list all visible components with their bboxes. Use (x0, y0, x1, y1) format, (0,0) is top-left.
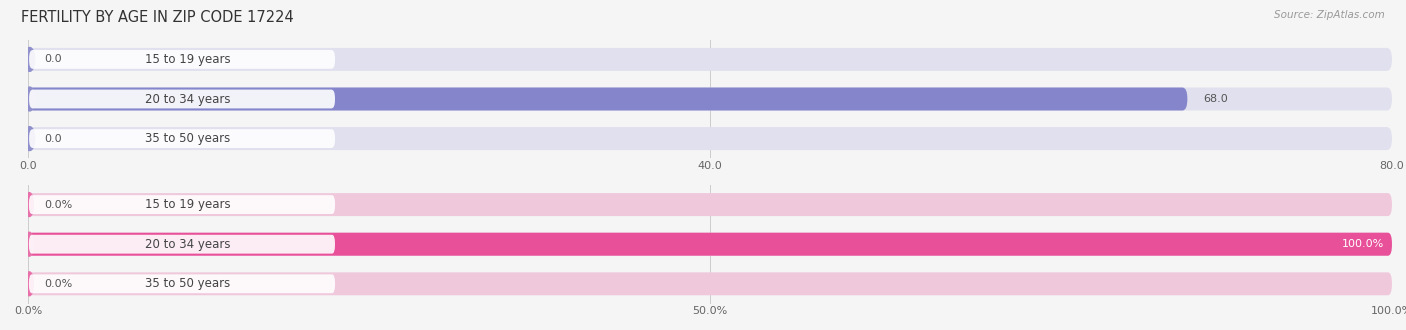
FancyBboxPatch shape (28, 127, 1392, 150)
Text: 68.0: 68.0 (1204, 94, 1229, 104)
FancyBboxPatch shape (28, 87, 1392, 111)
FancyBboxPatch shape (30, 195, 335, 214)
Circle shape (24, 87, 35, 111)
FancyBboxPatch shape (28, 193, 1392, 216)
FancyBboxPatch shape (28, 87, 1188, 111)
FancyBboxPatch shape (28, 48, 1392, 71)
FancyBboxPatch shape (30, 235, 335, 254)
Text: 15 to 19 years: 15 to 19 years (145, 198, 231, 211)
Text: 100.0%: 100.0% (1341, 239, 1384, 249)
FancyBboxPatch shape (28, 233, 1392, 256)
Circle shape (25, 272, 34, 296)
Text: 35 to 50 years: 35 to 50 years (145, 132, 231, 145)
Text: 0.0%: 0.0% (45, 200, 73, 210)
Text: 15 to 19 years: 15 to 19 years (145, 53, 231, 66)
FancyBboxPatch shape (28, 272, 1392, 295)
Text: 35 to 50 years: 35 to 50 years (145, 277, 231, 290)
FancyBboxPatch shape (30, 50, 335, 69)
Circle shape (24, 48, 35, 71)
FancyBboxPatch shape (30, 89, 335, 109)
Text: 20 to 34 years: 20 to 34 years (145, 238, 231, 251)
Text: 0.0%: 0.0% (45, 279, 73, 289)
Circle shape (24, 127, 35, 150)
Text: 0.0: 0.0 (45, 54, 62, 64)
FancyBboxPatch shape (30, 274, 335, 293)
Text: 0.0: 0.0 (45, 134, 62, 144)
FancyBboxPatch shape (30, 129, 335, 148)
FancyBboxPatch shape (28, 233, 1392, 256)
Text: Source: ZipAtlas.com: Source: ZipAtlas.com (1274, 10, 1385, 20)
Circle shape (25, 193, 34, 216)
Circle shape (25, 232, 34, 256)
Text: FERTILITY BY AGE IN ZIP CODE 17224: FERTILITY BY AGE IN ZIP CODE 17224 (21, 10, 294, 25)
Text: 20 to 34 years: 20 to 34 years (145, 92, 231, 106)
